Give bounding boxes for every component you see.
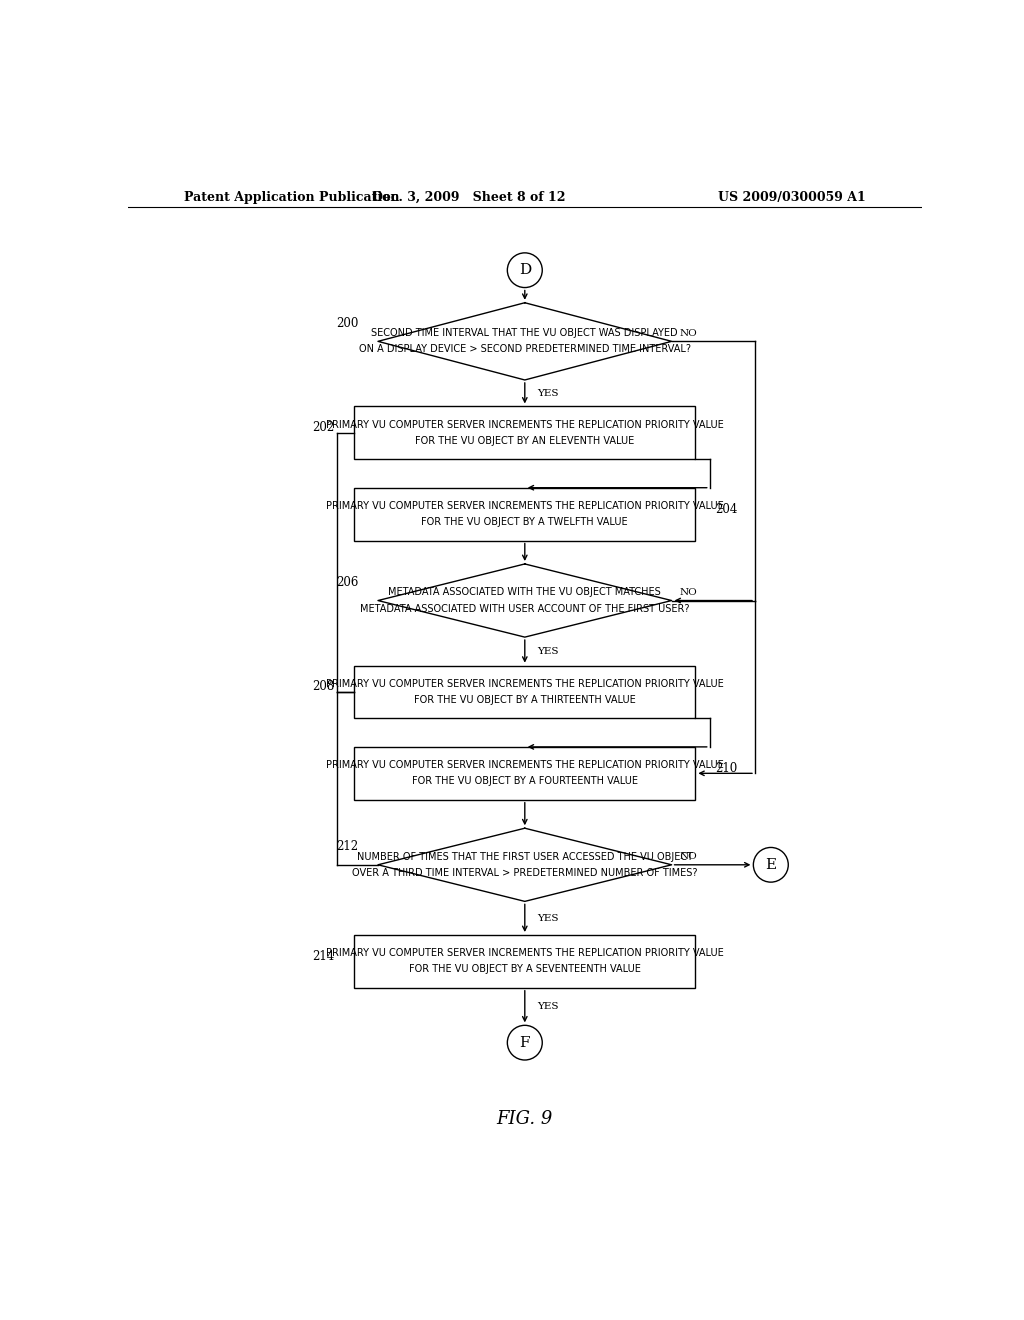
Text: PRIMARY VU COMPUTER SERVER INCREMENTS THE REPLICATION PRIORITY VALUE: PRIMARY VU COMPUTER SERVER INCREMENTS TH… (326, 760, 724, 770)
Text: METADATA ASSOCIATED WITH THE VU OBJECT MATCHES: METADATA ASSOCIATED WITH THE VU OBJECT M… (388, 587, 662, 598)
Text: FOR THE VU OBJECT BY A FOURTEENTH VALUE: FOR THE VU OBJECT BY A FOURTEENTH VALUE (412, 776, 638, 787)
Text: 202: 202 (312, 421, 334, 434)
Text: F: F (519, 1036, 530, 1049)
Text: OVER A THIRD TIME INTERVAL > PREDETERMINED NUMBER OF TIMES?: OVER A THIRD TIME INTERVAL > PREDETERMIN… (352, 869, 697, 878)
Bar (354, 665, 695, 718)
Bar (354, 407, 695, 459)
Text: FIG. 9: FIG. 9 (497, 1110, 553, 1127)
Text: METADATA ASSOCIATED WITH USER ACCOUNT OF THE FIRST USER?: METADATA ASSOCIATED WITH USER ACCOUNT OF… (360, 603, 689, 614)
Text: PRIMARY VU COMPUTER SERVER INCREMENTS THE REPLICATION PRIORITY VALUE: PRIMARY VU COMPUTER SERVER INCREMENTS TH… (326, 502, 724, 511)
Bar (354, 487, 695, 541)
Text: 210: 210 (715, 762, 737, 775)
Text: FOR THE VU OBJECT BY A SEVENTEENTH VALUE: FOR THE VU OBJECT BY A SEVENTEENTH VALUE (409, 965, 641, 974)
Text: NUMBER OF TIMES THAT THE FIRST USER ACCESSED THE VU OBJECT: NUMBER OF TIMES THAT THE FIRST USER ACCE… (356, 851, 693, 862)
Text: FOR THE VU OBJECT BY A THIRTEENTH VALUE: FOR THE VU OBJECT BY A THIRTEENTH VALUE (414, 696, 636, 705)
Text: YES: YES (537, 647, 558, 656)
Text: YES: YES (537, 388, 558, 397)
Text: US 2009/0300059 A1: US 2009/0300059 A1 (718, 190, 866, 203)
Text: 212: 212 (336, 840, 358, 853)
Text: 214: 214 (312, 950, 334, 962)
Text: PRIMARY VU COMPUTER SERVER INCREMENTS THE REPLICATION PRIORITY VALUE: PRIMARY VU COMPUTER SERVER INCREMENTS TH… (326, 420, 724, 430)
Text: SECOND TIME INTERVAL THAT THE VU OBJECT WAS DISPLAYED: SECOND TIME INTERVAL THAT THE VU OBJECT … (372, 329, 678, 338)
Text: FOR THE VU OBJECT BY A TWELFTH VALUE: FOR THE VU OBJECT BY A TWELFTH VALUE (422, 517, 628, 527)
Text: D: D (519, 263, 530, 277)
Text: ON A DISPLAY DEVICE > SECOND PREDETERMINED TIME INTERVAL?: ON A DISPLAY DEVICE > SECOND PREDETERMIN… (358, 345, 691, 355)
Text: Dec. 3, 2009   Sheet 8 of 12: Dec. 3, 2009 Sheet 8 of 12 (373, 190, 566, 203)
Text: 208: 208 (312, 680, 334, 693)
Text: NO: NO (680, 587, 697, 597)
Text: PRIMARY VU COMPUTER SERVER INCREMENTS THE REPLICATION PRIORITY VALUE: PRIMARY VU COMPUTER SERVER INCREMENTS TH… (326, 948, 724, 958)
Text: NO: NO (680, 853, 697, 861)
Text: Patent Application Publication: Patent Application Publication (183, 190, 399, 203)
Text: NO: NO (680, 329, 697, 338)
Text: 206: 206 (336, 576, 358, 589)
Text: PRIMARY VU COMPUTER SERVER INCREMENTS THE REPLICATION PRIORITY VALUE: PRIMARY VU COMPUTER SERVER INCREMENTS TH… (326, 678, 724, 689)
Text: E: E (765, 858, 776, 871)
Bar (354, 747, 695, 800)
Bar (354, 935, 695, 987)
Text: 204: 204 (715, 503, 737, 516)
Text: 200: 200 (336, 317, 358, 330)
Text: FOR THE VU OBJECT BY AN ELEVENTH VALUE: FOR THE VU OBJECT BY AN ELEVENTH VALUE (415, 436, 635, 446)
Text: YES: YES (537, 913, 558, 923)
Text: YES: YES (537, 1002, 558, 1011)
